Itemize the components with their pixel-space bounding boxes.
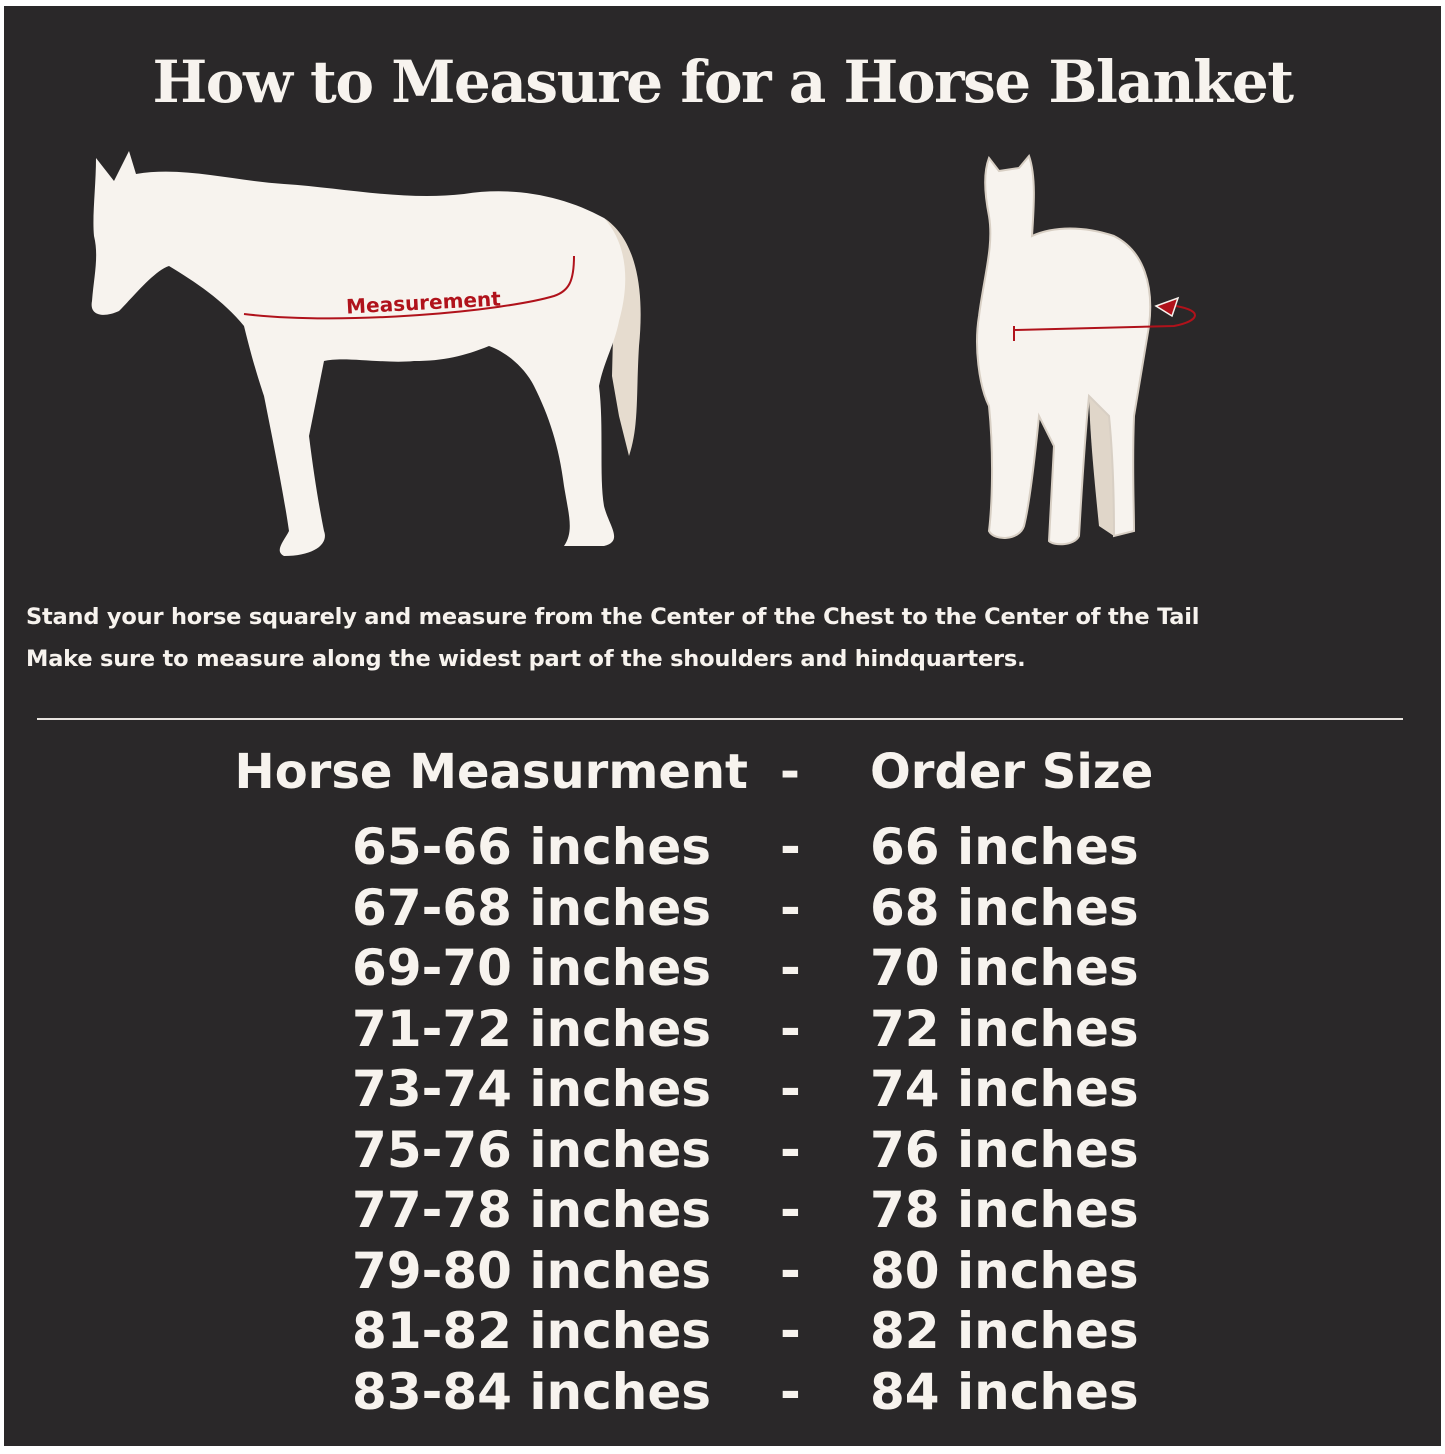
table-row: 83-84 inches - 84 inches — [4, 1363, 1441, 1423]
measurement-line — [243, 255, 575, 320]
table-row: 73-74 inches - 74 inches — [4, 1060, 1441, 1120]
header-horse-measurement: Horse Measurment — [234, 744, 748, 800]
measurement-cell: 69-70 inches — [352, 939, 711, 997]
separator-cell: - — [780, 1060, 801, 1118]
order-size-cell: 84 inches — [870, 1362, 1139, 1421]
measurement-cell: 81-82 inches — [352, 1302, 711, 1360]
order-size-cell: 82 inches — [870, 1302, 1139, 1360]
instruction-line-1: Stand your horse squarely and measure fr… — [26, 604, 1200, 630]
measurement-cell: 75-76 inches — [352, 1120, 711, 1179]
measurement-cell: 67-68 inches — [352, 878, 711, 937]
separator-cell: - — [780, 1302, 801, 1360]
arrow-head-icon — [1154, 296, 1180, 318]
separator-cell: - — [780, 1362, 801, 1421]
separator-cell: - — [780, 939, 801, 997]
order-size-cell: 68 inches — [870, 878, 1139, 937]
size-chart-infographic: How to Measure for a Horse Blanket Measu… — [4, 6, 1441, 1446]
separator-cell: - — [780, 878, 801, 937]
separator-cell: - — [780, 818, 801, 876]
table-row: 71-72 inches - 72 inches — [4, 1000, 1441, 1060]
table-row: 75-76 inches - 76 inches — [4, 1121, 1441, 1181]
measurement-cell: 83-84 inches — [352, 1362, 711, 1421]
order-size-cell: 72 inches — [870, 999, 1139, 1058]
page-title: How to Measure for a Horse Blanket — [152, 48, 1294, 116]
measurement-cell: 77-78 inches — [352, 1181, 711, 1239]
order-size-cell: 74 inches — [870, 1060, 1139, 1118]
separator-cell: - — [780, 1241, 801, 1300]
order-size-cell: 80 inches — [870, 1241, 1139, 1300]
separator-cell: - — [780, 999, 801, 1058]
header-separator: - — [780, 744, 800, 800]
order-size-cell: 76 inches — [870, 1120, 1139, 1179]
measurement-cell: 71-72 inches — [352, 999, 711, 1058]
order-size-cell: 66 inches — [870, 818, 1139, 876]
table-row: 67-68 inches - 68 inches — [4, 879, 1441, 939]
header-order-size: Order Size — [870, 744, 1154, 800]
measurement-cell: 73-74 inches — [352, 1060, 711, 1118]
horse-body — [976, 154, 1152, 546]
order-size-cell: 78 inches — [870, 1181, 1139, 1239]
separator-cell: - — [780, 1120, 801, 1179]
table-row: 69-70 inches - 70 inches — [4, 939, 1441, 999]
horse-rear-view-illustration — [976, 154, 1196, 546]
order-size-cell: 70 inches — [870, 939, 1139, 997]
horse-body — [91, 151, 626, 556]
table-row: 65-66 inches - 66 inches — [4, 818, 1441, 878]
table-header: Horse Measurment - Order Size — [4, 744, 1441, 804]
measurement-cell: 65-66 inches — [352, 818, 711, 876]
measurement-line — [1013, 305, 1196, 341]
measurement-cell: 79-80 inches — [352, 1241, 711, 1300]
table-row: 77-78 inches - 78 inches — [4, 1181, 1441, 1241]
separator-cell: - — [780, 1181, 801, 1239]
table-row: 79-80 inches - 80 inches — [4, 1242, 1441, 1302]
horse-side-view-illustration: Measurement — [91, 151, 641, 556]
divider — [37, 718, 1403, 720]
instruction-line-2: Make sure to measure along the widest pa… — [26, 646, 1026, 672]
table-row: 81-82 inches - 82 inches — [4, 1302, 1441, 1362]
